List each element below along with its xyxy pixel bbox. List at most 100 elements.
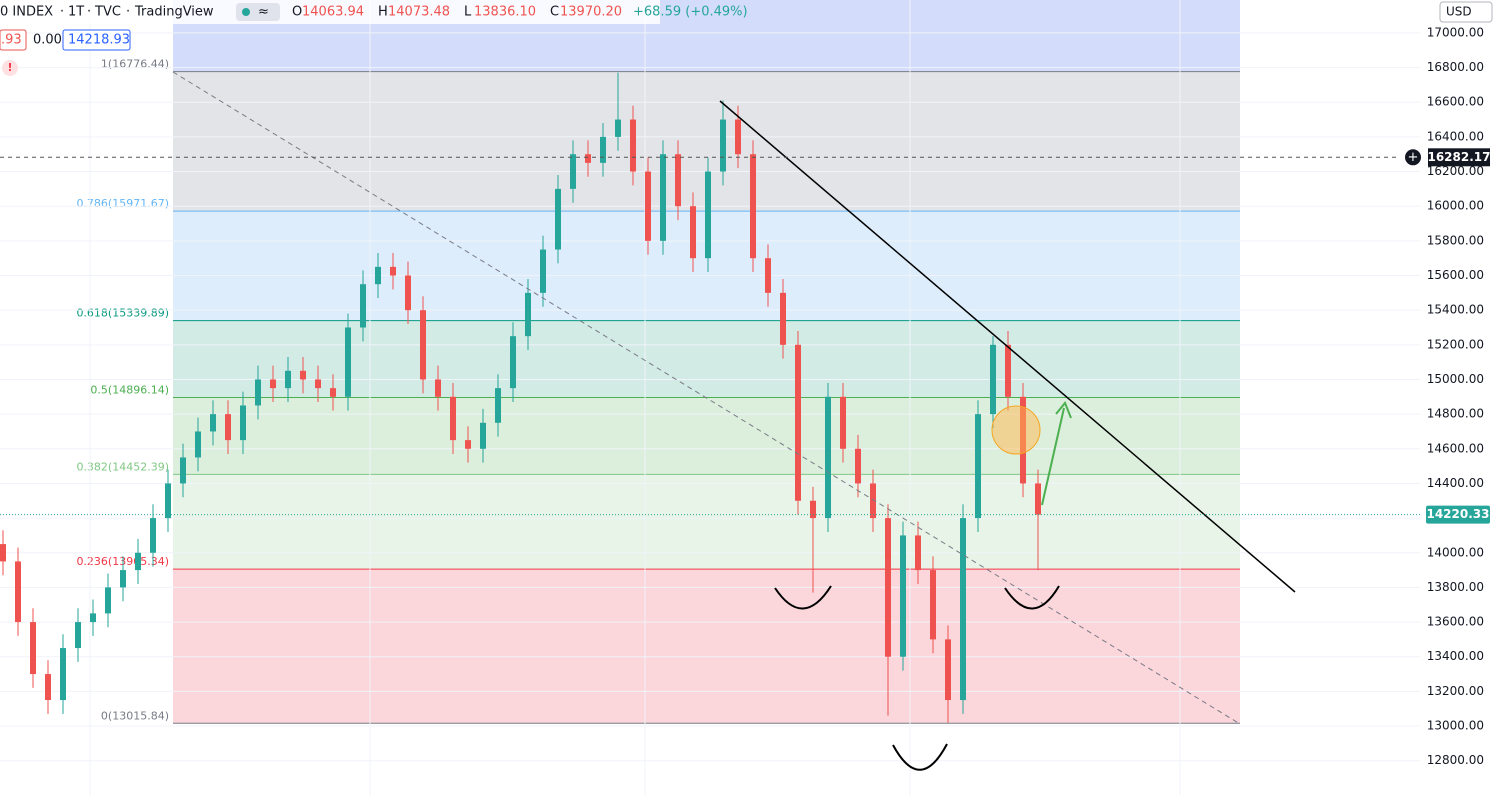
candle-body	[720, 119, 726, 172]
y-tick-label: 17000.00	[1427, 25, 1484, 39]
candle-body	[150, 518, 156, 553]
candle-body	[660, 154, 666, 241]
y-tick-label: 13400.00	[1427, 649, 1484, 663]
sep: ·	[87, 5, 91, 20]
candle-body	[390, 266, 396, 276]
candle-body	[15, 561, 21, 623]
candle-body	[105, 587, 111, 614]
candle-body	[555, 188, 561, 250]
ohlc-value: 13970.20	[560, 5, 622, 20]
crosshair-price: 16282.17	[1427, 150, 1490, 164]
trend-line	[719, 100, 1296, 593]
price-axis	[1420, 0, 1500, 795]
arrow	[1041, 407, 1065, 506]
sep: ·	[126, 5, 130, 20]
y-tick-label: 14800.00	[1427, 407, 1484, 421]
candle-body	[645, 171, 651, 241]
crosshair-badge	[1428, 148, 1490, 167]
crosshair-plus[interactable]	[1405, 149, 1421, 166]
y-tick-label: 15000.00	[1427, 372, 1484, 386]
y-tick-label: 15600.00	[1427, 268, 1484, 282]
candle-body	[735, 119, 741, 155]
candle-body	[195, 431, 201, 458]
plus-sign: +	[1408, 150, 1419, 165]
candle-body	[75, 622, 81, 649]
candle-body	[90, 613, 96, 623]
candle-body	[450, 396, 456, 441]
ohlc-value: 13836.10	[474, 5, 536, 20]
candle-body	[750, 154, 756, 259]
candle-body	[900, 535, 906, 657]
arc	[1004, 585, 1060, 610]
candle-body	[330, 388, 336, 397]
candle-body	[870, 483, 876, 519]
warning-icon[interactable]	[2, 60, 18, 76]
candles	[0, 72, 1041, 723]
buy-box[interactable]	[62, 29, 131, 51]
legend-bg	[0, 0, 660, 24]
candle-body	[930, 570, 936, 640]
y-tick-label: 16800.00	[1427, 60, 1484, 74]
ohlc-key: L	[464, 5, 472, 20]
candle-body	[945, 639, 951, 701]
candle-body	[45, 674, 51, 701]
candle-body	[1005, 344, 1011, 397]
y-tick-label: 15200.00	[1427, 337, 1484, 351]
sell: .93	[1, 33, 22, 48]
candle-body	[225, 414, 231, 441]
candle-body	[210, 414, 216, 432]
fib-zone	[173, 397, 1240, 475]
candle-body	[885, 518, 891, 657]
candle-body	[435, 379, 441, 397]
candle-body	[690, 206, 696, 259]
highlight-circle	[991, 405, 1041, 455]
candle-body	[525, 292, 531, 337]
ohlc-key: O	[292, 5, 302, 20]
candle-body	[705, 171, 711, 259]
candle-body	[480, 422, 486, 449]
candle-body	[165, 483, 171, 519]
candle-body	[30, 622, 36, 675]
candle-body	[360, 284, 366, 328]
candle-body	[405, 275, 411, 311]
platform: TradingView	[134, 5, 214, 20]
candle-body	[795, 344, 801, 501]
candle-body	[570, 154, 576, 189]
candle-body	[1035, 483, 1041, 515]
candle-body	[975, 414, 981, 519]
candle-body	[540, 249, 546, 293]
y-tick-label: 14000.00	[1427, 545, 1484, 559]
y-tick-label: 16200.00	[1427, 164, 1484, 178]
currency-button[interactable]	[1439, 1, 1493, 23]
candle-body	[300, 370, 306, 380]
y-tick-label: 16600.00	[1427, 95, 1484, 109]
candle-body	[285, 370, 291, 389]
candle-body	[240, 405, 246, 441]
candle-body	[765, 258, 771, 293]
y-tick-label: 13600.00	[1427, 615, 1484, 629]
y-tick-label: 14600.00	[1427, 441, 1484, 455]
y-tick-label: 14400.00	[1427, 476, 1484, 490]
candle-body	[600, 136, 606, 163]
fib-label: 1(16776.44)	[101, 58, 169, 71]
change: +68.59 (+0.49%)	[633, 5, 748, 20]
y-tick-label: 15800.00	[1427, 233, 1484, 247]
candle-body	[675, 154, 681, 207]
buy: 14218.93	[68, 33, 130, 48]
candle-body	[495, 388, 501, 423]
fib-trend-line	[172, 71, 1241, 725]
ohlc-value: 14073.48	[388, 5, 450, 20]
y-tick-label: 12800.00	[1427, 753, 1484, 767]
currency: USD	[1446, 5, 1472, 19]
ohlc-key: C	[550, 5, 559, 20]
fib-label: 0.5(14896.14)	[90, 383, 169, 396]
status-dot	[242, 8, 250, 16]
sell-box[interactable]	[0, 29, 27, 51]
warning-mark: !	[7, 61, 12, 74]
status-pill[interactable]	[236, 3, 280, 21]
candle-body	[180, 457, 186, 484]
fib-label: 0(13015.84)	[101, 709, 169, 722]
candle-body	[810, 500, 816, 519]
